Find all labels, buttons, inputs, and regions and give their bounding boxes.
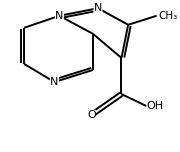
Text: O: O (87, 110, 96, 120)
Text: N: N (55, 11, 64, 21)
Text: N: N (94, 3, 102, 13)
Text: CH₃: CH₃ (158, 11, 178, 21)
Text: N: N (50, 77, 58, 87)
Text: OH: OH (147, 101, 164, 111)
